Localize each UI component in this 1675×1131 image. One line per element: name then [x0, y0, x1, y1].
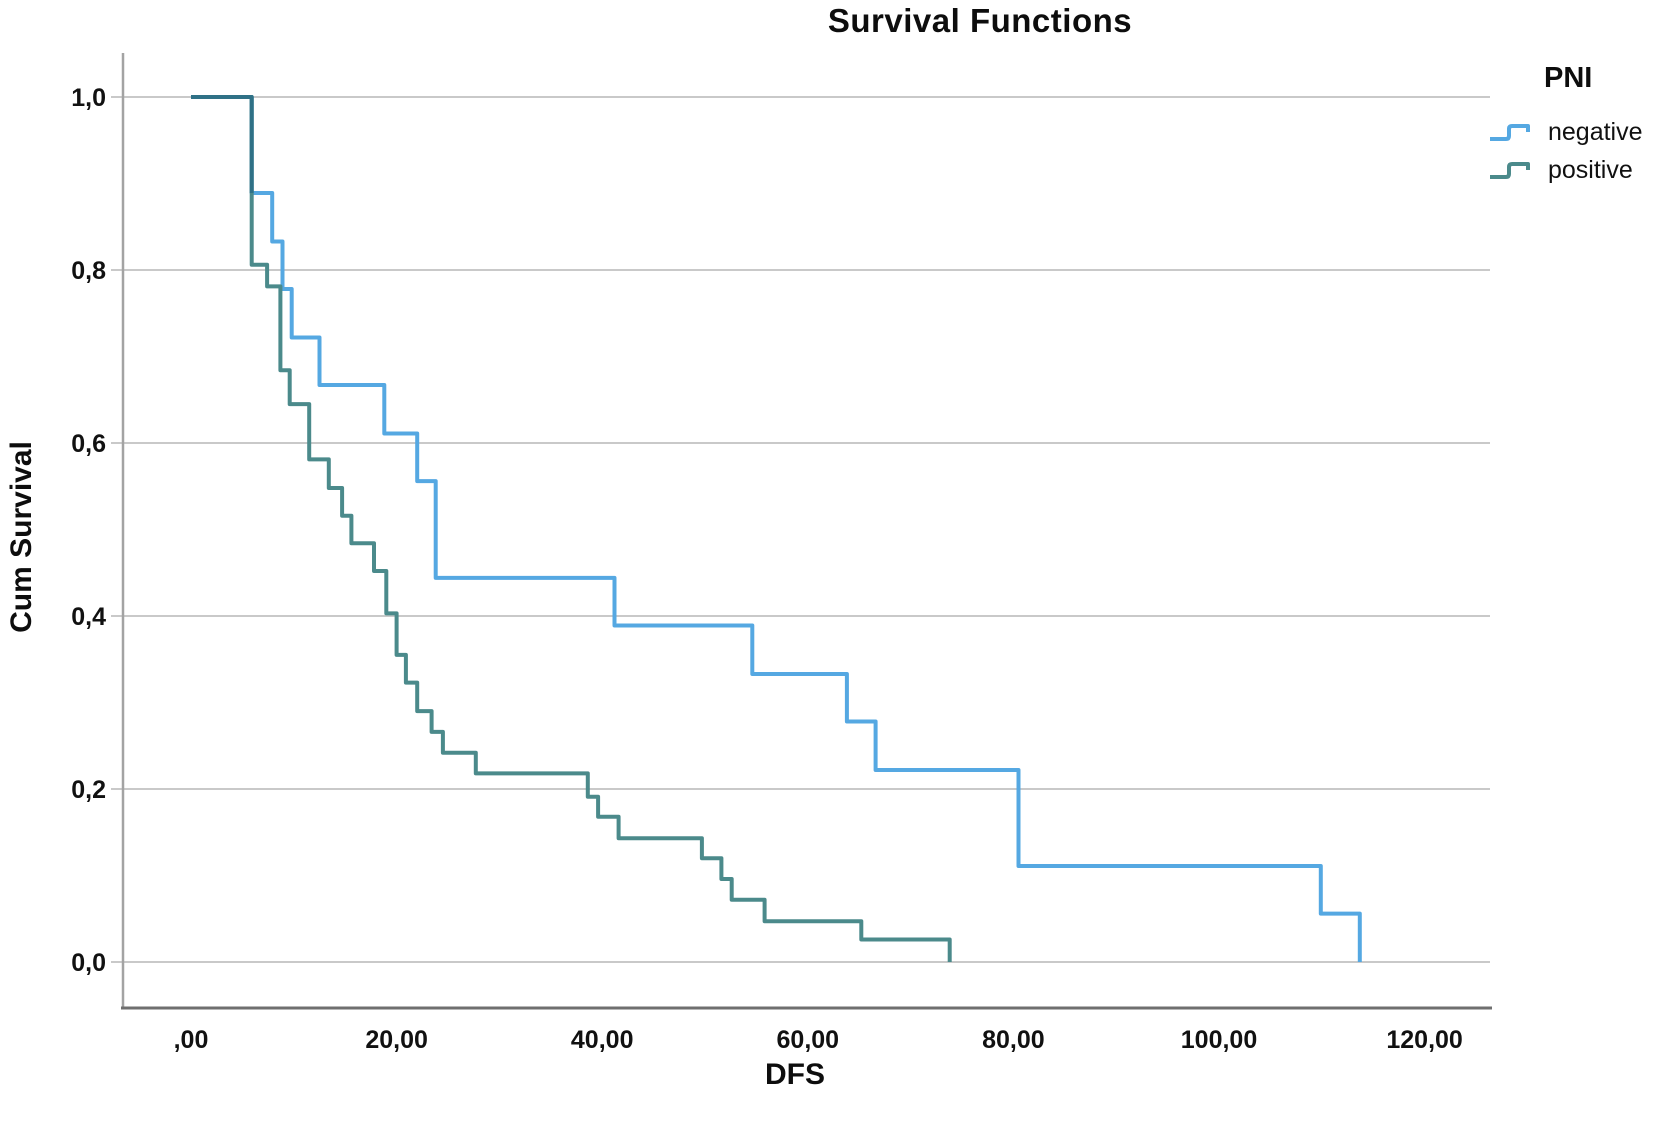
y-tick-label: 0,8	[71, 257, 106, 285]
legend-label-positive: positive	[1548, 155, 1633, 184]
x-tick-label: 60,00	[777, 1026, 840, 1054]
legend-title: PNI	[1544, 62, 1593, 94]
x-axis-title: DFS	[765, 1058, 825, 1091]
x-tick-label: 40,00	[571, 1026, 634, 1054]
chart-title: Survival Functions	[827, 2, 1133, 39]
positive-step-icon	[1490, 162, 1530, 179]
curve-positive	[191, 95, 952, 962]
negative-step-icon	[1490, 124, 1530, 141]
legend-label-negative: negative	[1548, 117, 1643, 146]
legend: PNI negative positive	[1488, 62, 1674, 189]
legend-item-negative: negative	[1488, 113, 1674, 151]
y-tick-label: 0,0	[71, 949, 106, 977]
x-tick-label: 100,00	[1181, 1026, 1257, 1054]
curve-negative	[191, 95, 1362, 962]
y-axis-title: Cum Survival	[5, 441, 38, 633]
y-tick-label: 0,2	[71, 776, 106, 804]
x-tick-label: 120,00	[1386, 1026, 1462, 1054]
y-tick-label: 1,0	[71, 84, 106, 112]
x-tick-label: 20,00	[365, 1026, 428, 1054]
x-tick-label: 80,00	[982, 1026, 1045, 1054]
y-tick-label: 0,6	[71, 430, 106, 458]
y-tick-label: 0,4	[71, 603, 106, 631]
legend-item-positive: positive	[1488, 151, 1674, 189]
x-tick-label: ,00	[174, 1026, 209, 1054]
curve-overlap-segment	[191, 95, 254, 194]
